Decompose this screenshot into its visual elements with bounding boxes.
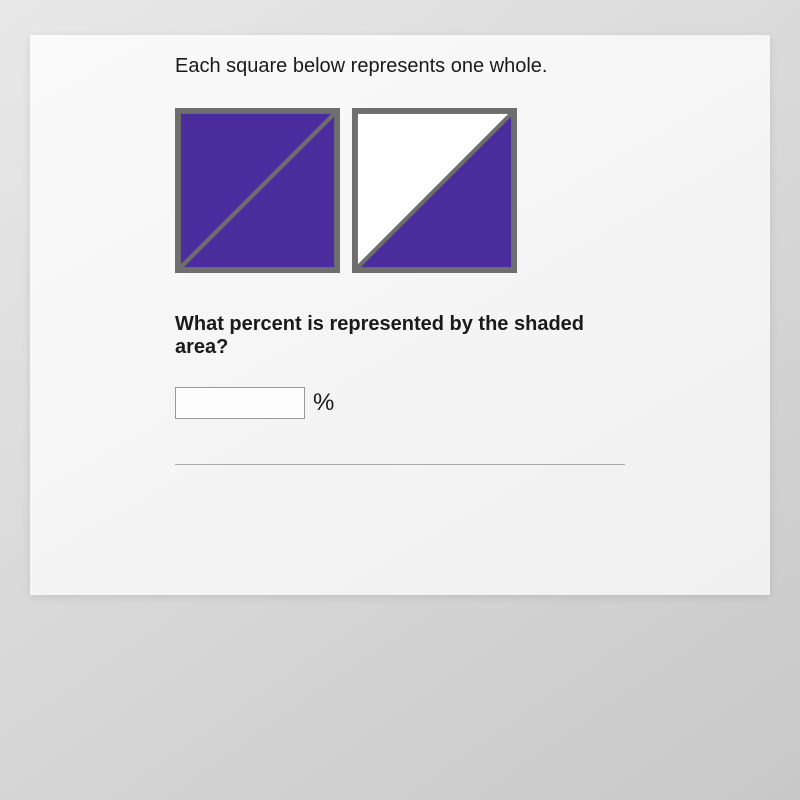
square-1	[175, 108, 340, 273]
section-divider	[175, 464, 625, 465]
square-2-svg	[352, 108, 517, 273]
question-text: What percent is represented by the shade…	[175, 313, 625, 359]
percent-answer-input[interactable]	[175, 387, 305, 419]
problem-surface: Each square below represents one whole. …	[30, 35, 770, 595]
square-1-svg	[175, 108, 340, 273]
squares-container	[175, 108, 625, 273]
answer-row: %	[175, 387, 625, 419]
problem-prompt: Each square below represents one whole.	[175, 55, 625, 78]
square-2	[352, 108, 517, 273]
percent-symbol: %	[313, 389, 334, 417]
